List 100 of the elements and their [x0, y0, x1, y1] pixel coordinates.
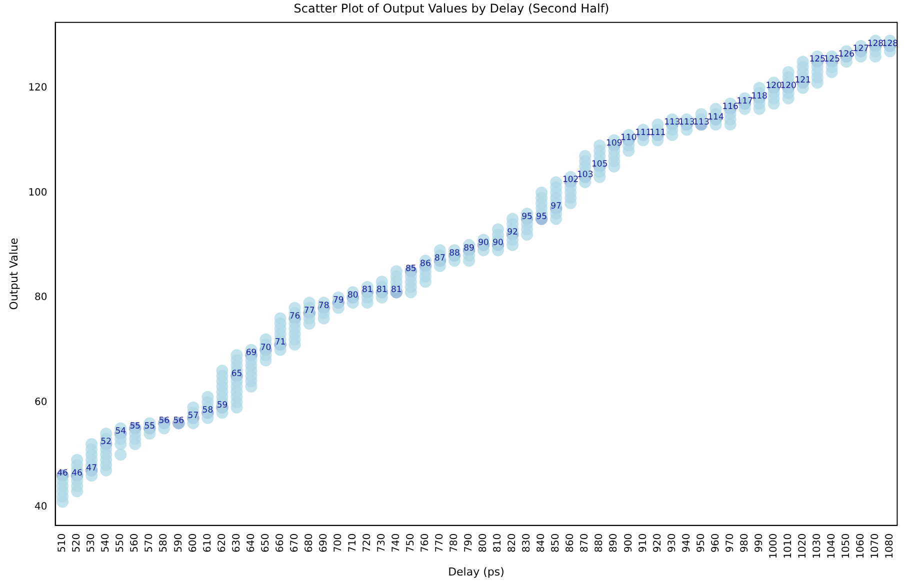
- x-tick-label: 880: [594, 533, 606, 552]
- data-label: 120: [780, 80, 796, 91]
- x-tick-label: 590: [173, 533, 184, 552]
- x-tick-label: 620: [216, 533, 228, 552]
- data-label: 47: [86, 463, 97, 474]
- data-label: 52: [100, 437, 112, 448]
- x-tick-label: 910: [638, 533, 649, 552]
- x-tick-label: 890: [608, 533, 620, 552]
- data-label: 111: [635, 128, 652, 138]
- data-label: 116: [722, 102, 738, 112]
- x-tick-label: 850: [550, 533, 562, 552]
- x-tick-label: 550: [115, 533, 126, 552]
- x-tick-label: 580: [158, 533, 170, 552]
- data-label: 54: [115, 426, 126, 437]
- x-tick-label: 1020: [797, 533, 808, 559]
- y-tick-label: 120: [28, 82, 48, 94]
- x-tick-label: 640: [246, 533, 257, 552]
- x-tick-label: 980: [739, 533, 750, 552]
- x-axis-title: Delay (ps): [448, 565, 504, 578]
- data-label: 78: [318, 300, 330, 311]
- data-label: 90: [492, 238, 504, 248]
- x-tick-label: 660: [274, 533, 286, 552]
- data-label: 128: [867, 38, 884, 49]
- data-label: 81: [376, 285, 388, 296]
- data-label: 55: [130, 421, 141, 432]
- x-tick-label: 1050: [840, 533, 852, 559]
- x-tick-label: 760: [420, 533, 432, 552]
- x-tick-label: 560: [130, 533, 141, 552]
- data-label: 57: [188, 410, 199, 421]
- data-label: 113: [664, 118, 680, 128]
- data-label: 113: [678, 118, 695, 128]
- x-tick-label: 990: [754, 533, 765, 552]
- x-tick-label: 800: [478, 533, 490, 552]
- x-tick-label: 730: [376, 533, 388, 552]
- x-tick-label: 780: [449, 533, 460, 552]
- data-label: 90: [478, 238, 489, 248]
- data-label: 58: [202, 406, 214, 416]
- data-label: 70: [260, 342, 272, 353]
- data-label: 71: [274, 338, 286, 348]
- data-label: 111: [650, 128, 666, 138]
- x-tick-label: 1030: [812, 533, 823, 559]
- data-label: 81: [362, 285, 373, 296]
- data-label: 87: [434, 254, 446, 264]
- x-tick-label: 950: [696, 533, 707, 552]
- x-tick-label: 710: [347, 533, 358, 552]
- x-tick-label: 860: [565, 533, 576, 552]
- data-label: 56: [173, 416, 184, 426]
- x-tick-label: 840: [536, 533, 548, 552]
- x-tick-label: 1070: [870, 533, 882, 559]
- data-label: 102: [562, 175, 579, 186]
- data-label: 121: [794, 76, 811, 86]
- data-label: 105: [592, 159, 608, 170]
- data-label: 69: [246, 348, 257, 358]
- x-tick-label: 900: [623, 533, 634, 552]
- data-label: 46: [72, 468, 82, 479]
- x-tick-label: 740: [391, 533, 402, 552]
- y-tick-label: 60: [34, 396, 48, 408]
- data-label: 103: [577, 170, 594, 180]
- x-tick-label: 1010: [782, 533, 794, 559]
- data-label: 118: [751, 91, 768, 102]
- x-tick-label: 750: [406, 533, 417, 552]
- data-label: 89: [464, 243, 474, 254]
- x-tick-label: 690: [318, 533, 330, 552]
- x-tick-label: 790: [464, 533, 475, 552]
- x-tick-label: 930: [666, 533, 678, 552]
- x-tick-label: 1000: [768, 533, 780, 559]
- x-tick-label: 630: [231, 533, 242, 552]
- x-tick-label: 610: [202, 533, 214, 552]
- data-label: 55: [144, 421, 156, 432]
- x-tick-label: 1080: [884, 533, 896, 559]
- x-tick-label: 1040: [826, 533, 838, 559]
- x-tick-label: 940: [681, 533, 692, 552]
- data-label: 59: [216, 400, 228, 410]
- data-label: 117: [736, 96, 753, 107]
- data-label: 120: [766, 80, 782, 91]
- y-tick-label: 100: [28, 187, 48, 198]
- x-tick-label: 920: [652, 533, 664, 552]
- x-tick-label: 870: [580, 533, 591, 552]
- x-tick-label: 650: [260, 533, 272, 552]
- data-label: 46: [57, 468, 68, 479]
- data-label: 109: [606, 138, 622, 148]
- y-tick-label: 40: [34, 502, 48, 513]
- y-tick-label: 80: [34, 292, 48, 304]
- data-label: 126: [838, 49, 855, 60]
- data-label: 92: [507, 228, 518, 238]
- data-label: 86: [420, 258, 431, 269]
- x-tick-label: 520: [72, 533, 83, 552]
- data-label: 113: [693, 118, 710, 128]
- x-tick-label: 820: [507, 533, 518, 552]
- x-tick-label: 720: [362, 533, 373, 552]
- data-label: 80: [347, 290, 358, 300]
- data-label: 65: [231, 368, 242, 379]
- x-tick-label: 570: [144, 533, 156, 552]
- x-tick-label: 680: [304, 533, 315, 552]
- data-label: 56: [158, 416, 170, 426]
- x-tick-label: 970: [724, 533, 736, 552]
- x-tick-label: 1060: [856, 533, 867, 559]
- data-label: 110: [620, 133, 637, 144]
- data-label: 127: [852, 44, 870, 54]
- data-label: 88: [449, 248, 460, 258]
